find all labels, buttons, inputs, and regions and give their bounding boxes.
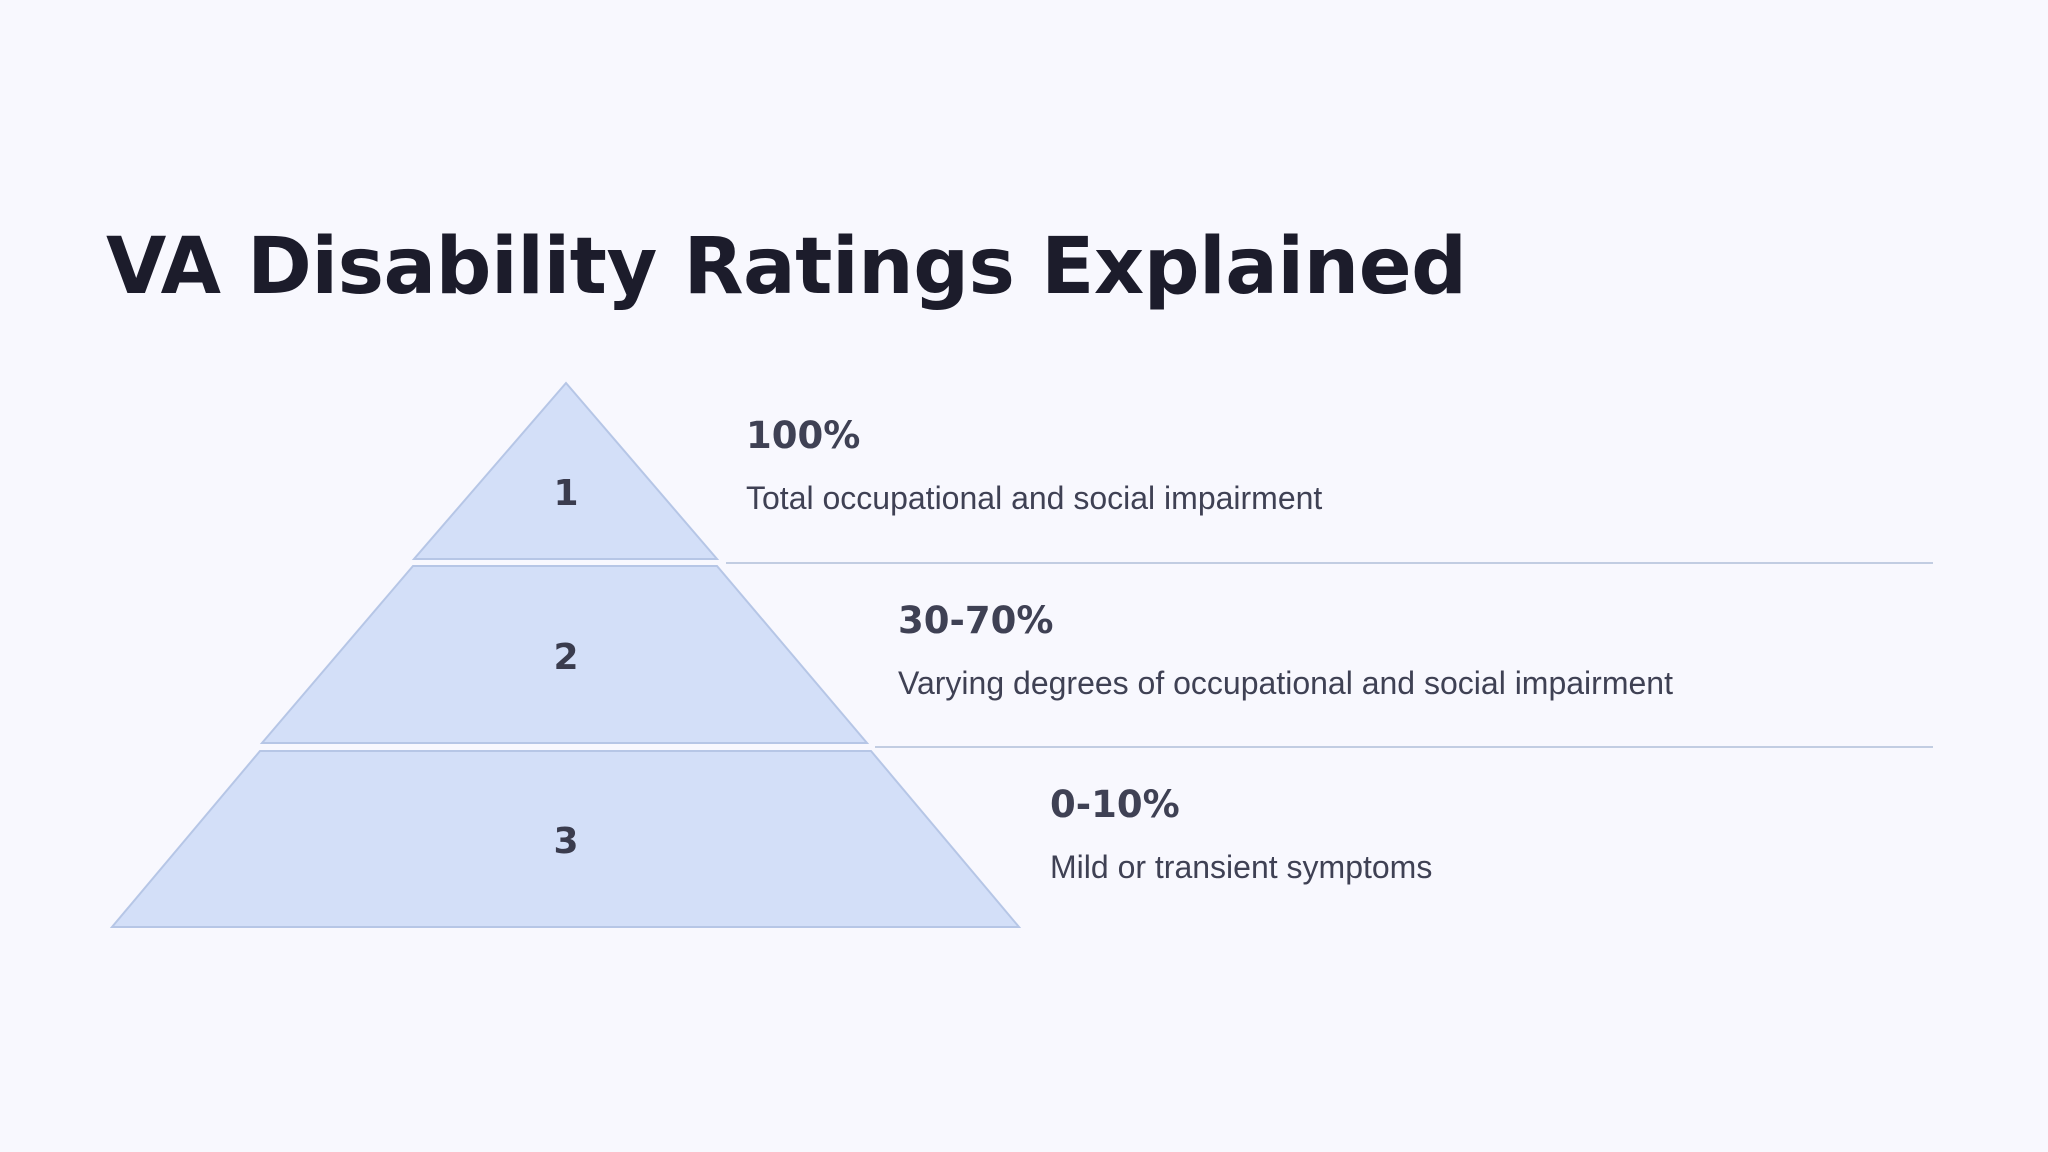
tier-heading: 100% (746, 414, 861, 457)
pyramid-tier-3 (109, 750, 1022, 928)
page-title: VA Disability Ratings Explained (106, 222, 1467, 312)
tier-number-1: 1 (553, 473, 578, 514)
tier-description: Varying degrees of occupational and soci… (898, 665, 1673, 701)
tier-label-1: 100% Total occupational and social impai… (746, 414, 1322, 518)
tier-description: Mild or transient symptoms (1050, 849, 1433, 885)
tier-label-3: 0-10% Mild or transient symptoms (1050, 783, 1432, 887)
tier-heading: 30-70% (898, 599, 1054, 642)
tier-number-3: 3 (553, 821, 578, 862)
tier-heading: 0-10% (1050, 783, 1180, 826)
pyramid-tier-2 (259, 565, 870, 744)
tier-description: Total occupational and social impairment (746, 480, 1323, 516)
tier-number-2: 2 (553, 637, 578, 678)
pyramid-tier-1 (411, 381, 720, 560)
tier-label-2: 30-70% Varying degrees of occupational a… (898, 599, 1673, 703)
